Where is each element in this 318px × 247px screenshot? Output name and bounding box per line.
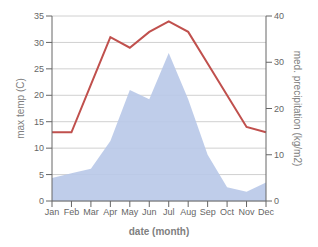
svg-text:15: 15 xyxy=(34,117,44,127)
svg-text:med. precipitation (kg/m2): med. precipitation (kg/m2) xyxy=(292,51,303,167)
svg-text:date (month): date (month) xyxy=(129,226,190,237)
svg-text:10: 10 xyxy=(274,150,284,160)
svg-text:30: 30 xyxy=(34,38,44,48)
svg-text:35: 35 xyxy=(34,11,44,21)
svg-text:40: 40 xyxy=(274,11,284,21)
svg-text:max temp (C): max temp (C) xyxy=(15,78,26,139)
svg-text:Feb: Feb xyxy=(64,207,80,217)
svg-text:25: 25 xyxy=(34,64,44,74)
svg-text:30: 30 xyxy=(274,57,284,67)
svg-text:Nov: Nov xyxy=(239,207,256,217)
svg-text:Jun: Jun xyxy=(142,207,157,217)
svg-text:20: 20 xyxy=(34,90,44,100)
svg-text:Sep: Sep xyxy=(200,207,216,217)
svg-text:5: 5 xyxy=(39,170,44,180)
svg-text:Oct: Oct xyxy=(220,207,235,217)
svg-text:Dec: Dec xyxy=(258,207,275,217)
svg-text:Apr: Apr xyxy=(103,207,117,217)
svg-text:May: May xyxy=(121,207,139,217)
svg-text:Jul: Jul xyxy=(163,207,175,217)
svg-text:20: 20 xyxy=(274,104,284,114)
svg-text:10: 10 xyxy=(34,143,44,153)
svg-text:0: 0 xyxy=(39,196,44,206)
svg-text:Aug: Aug xyxy=(180,207,196,217)
svg-text:0: 0 xyxy=(274,196,279,206)
svg-text:Mar: Mar xyxy=(83,207,99,217)
svg-text:Jan: Jan xyxy=(45,207,60,217)
